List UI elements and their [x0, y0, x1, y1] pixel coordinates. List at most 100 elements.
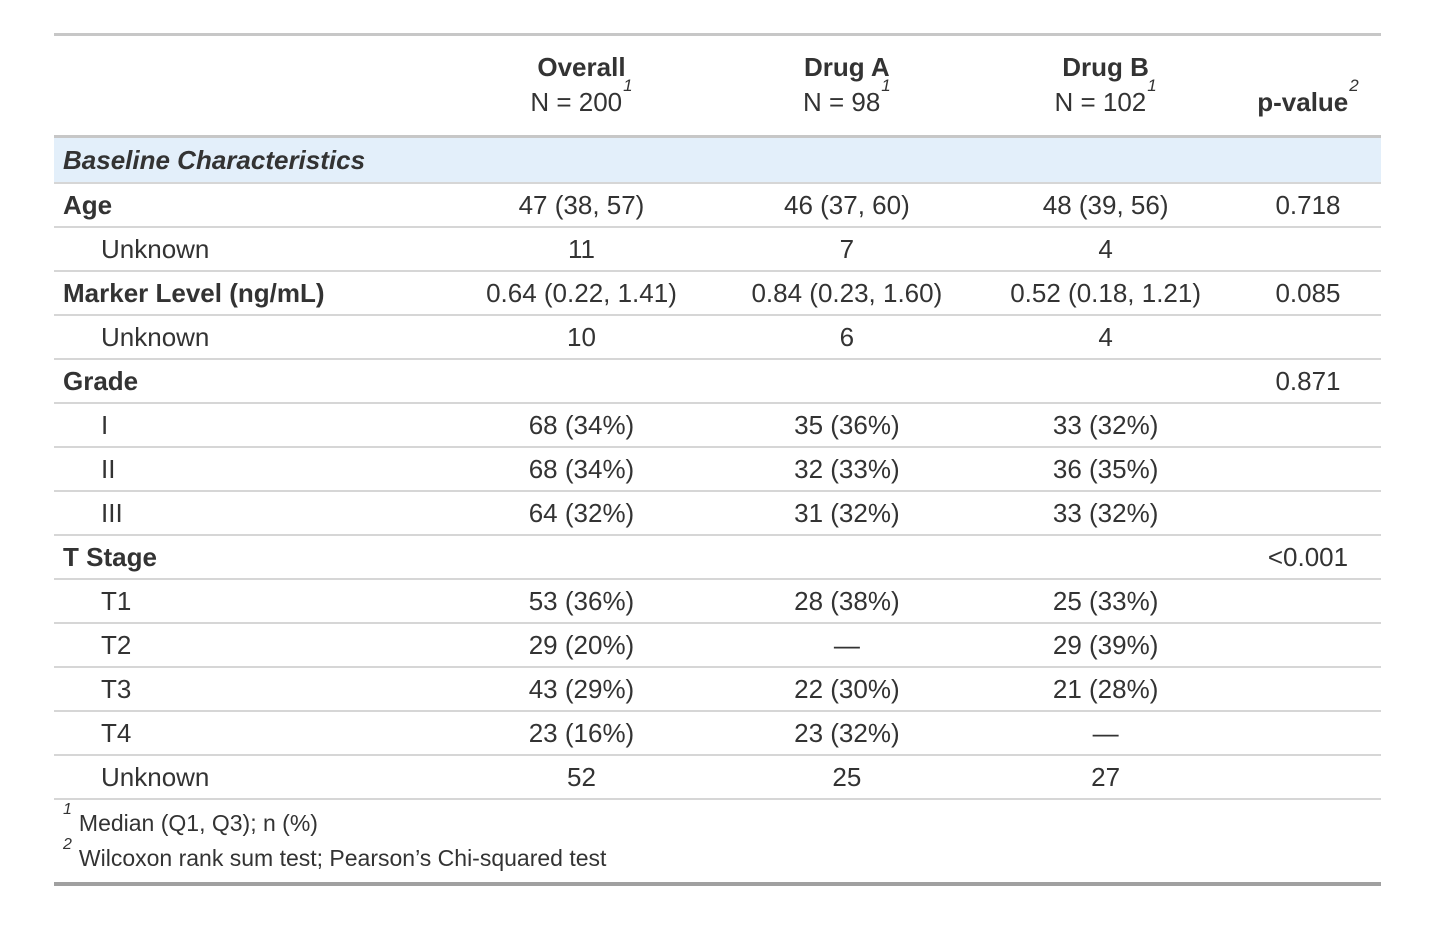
table-row: T2 29 (20%) — 29 (39%): [54, 623, 1381, 668]
cell-drug-a: 6: [717, 315, 977, 360]
p-value-text: p-value: [1257, 87, 1349, 117]
cell-pvalue: [1234, 711, 1381, 756]
cell-overall: 10: [445, 315, 718, 360]
table-row: II 68 (34%) 32 (33%) 36 (35%): [54, 447, 1381, 492]
header-drug-b: Drug B N = 1021: [976, 34, 1235, 138]
cell-drug-b: 33 (32%): [976, 403, 1235, 448]
cell-pvalue: [1234, 227, 1381, 272]
cell-drug-a: [717, 359, 977, 404]
column-title-drug-b: Drug B: [1062, 52, 1149, 82]
cell-drug-a: 32 (33%): [717, 447, 977, 492]
cell-overall: 47 (38, 57): [445, 183, 718, 228]
cell-overall: 23 (16%): [445, 711, 718, 756]
footnote-2: 2 Wilcoxon rank sum test; Pearson’s Chi-s…: [54, 837, 1381, 884]
header-label-cell: [54, 34, 446, 138]
table-row: III 64 (32%) 31 (32%) 33 (32%): [54, 491, 1381, 536]
cell-overall: 0.64 (0.22, 1.41): [445, 271, 718, 316]
footnote-mark: 2: [1349, 76, 1359, 96]
cell-drug-a: —: [717, 623, 977, 668]
header-drug-a: Drug A N = 981: [717, 34, 977, 138]
column-n-drug-a: N = 981: [721, 77, 972, 120]
cell-drug-b: 0.52 (0.18, 1.21): [976, 271, 1235, 316]
n-text: N = 98: [802, 87, 881, 117]
table-row: T3 43 (29%) 22 (30%) 21 (28%): [54, 667, 1381, 712]
cell-drug-b: 4: [976, 227, 1235, 272]
cell-drug-a: 0.84 (0.23, 1.60): [717, 271, 977, 316]
row-label: Age: [54, 183, 446, 228]
row-label: Grade: [54, 359, 446, 404]
column-n-overall: N = 2001: [449, 77, 713, 120]
cell-pvalue: 0.718: [1234, 183, 1381, 228]
table-row: T Stage <0.001: [54, 535, 1381, 580]
cell-drug-b: [976, 359, 1235, 404]
column-title-overall: Overall: [537, 52, 626, 82]
cell-drug-b: 27: [976, 755, 1235, 800]
column-title-drug-a: Drug A: [804, 52, 890, 82]
footnote-row-2: 2 Wilcoxon rank sum test; Pearson’s Chi-s…: [54, 837, 1381, 884]
cell-overall: 11: [445, 227, 718, 272]
summary-table-container: Overall N = 2001 Drug A N = 981 Drug B N…: [54, 33, 1381, 886]
cell-overall: 68 (34%): [445, 403, 718, 448]
table-row: Unknown 11 7 4: [54, 227, 1381, 272]
cell-drug-b: 21 (28%): [976, 667, 1235, 712]
header-row: Overall N = 2001 Drug A N = 981 Drug B N…: [54, 34, 1381, 138]
column-n-drug-b: N = 1021: [980, 77, 1231, 120]
cell-drug-b: 48 (39, 56): [976, 183, 1235, 228]
cell-pvalue: [1234, 755, 1381, 800]
group-header-row: Baseline Characteristics: [54, 136, 1381, 184]
row-label: III: [54, 491, 446, 536]
cell-drug-a: 31 (32%): [717, 491, 977, 536]
cell-pvalue: [1234, 579, 1381, 624]
cell-overall: [445, 359, 718, 404]
cell-drug-b: —: [976, 711, 1235, 756]
cell-drug-a: 23 (32%): [717, 711, 977, 756]
footnote-text: Median (Q1, Q3); n (%): [78, 810, 318, 836]
cell-drug-b: 33 (32%): [976, 491, 1235, 536]
row-label: II: [54, 447, 446, 492]
footnote-mark: 1: [881, 76, 891, 96]
table-row: Grade 0.871: [54, 359, 1381, 404]
row-label: Unknown: [54, 315, 446, 360]
cell-drug-b: [976, 535, 1235, 580]
cell-drug-b: 36 (35%): [976, 447, 1235, 492]
row-label: Unknown: [54, 227, 446, 272]
table-footnotes: 1 Median (Q1, Q3); n (%) 2 Wilcoxon rank s…: [54, 799, 1381, 884]
cell-drug-a: 25: [717, 755, 977, 800]
row-label: Unknown: [54, 755, 446, 800]
row-label: I: [54, 403, 446, 448]
cell-drug-a: 46 (37, 60): [717, 183, 977, 228]
table-row: Marker Level (ng/mL) 0.64 (0.22, 1.41) 0…: [54, 271, 1381, 316]
cell-pvalue: <0.001: [1234, 535, 1381, 580]
header-overall: Overall N = 2001: [445, 34, 718, 138]
row-label: Marker Level (ng/mL): [54, 271, 446, 316]
footnote-mark: 1: [623, 76, 633, 96]
cell-pvalue: 0.871: [1234, 359, 1381, 404]
row-label: T2: [54, 623, 446, 668]
table-body: Baseline Characteristics Age 47 (38, 57)…: [54, 136, 1381, 800]
n-text: N = 102: [1054, 87, 1147, 117]
cell-drug-a: 22 (30%): [717, 667, 977, 712]
cell-pvalue: [1234, 491, 1381, 536]
cell-drug-b: 4: [976, 315, 1235, 360]
cell-pvalue: [1234, 667, 1381, 712]
table-row: Age 47 (38, 57) 46 (37, 60) 48 (39, 56) …: [54, 183, 1381, 228]
cell-overall: [445, 535, 718, 580]
cell-drug-a: [717, 535, 977, 580]
footnote-1: 1 Median (Q1, Q3); n (%): [54, 799, 1381, 841]
n-text: N = 200: [530, 87, 623, 117]
cell-pvalue: [1234, 403, 1381, 448]
cell-overall: 53 (36%): [445, 579, 718, 624]
cell-pvalue: [1234, 315, 1381, 360]
cell-overall: 43 (29%): [445, 667, 718, 712]
column-title-pvalue: p-value2: [1239, 77, 1377, 118]
row-label: T1: [54, 579, 446, 624]
baseline-characteristics-table: Overall N = 2001 Drug A N = 981 Drug B N…: [54, 33, 1381, 886]
table-row: T4 23 (16%) 23 (32%) —: [54, 711, 1381, 756]
cell-pvalue: [1234, 623, 1381, 668]
header-pvalue: p-value2: [1234, 34, 1381, 138]
footnote-mark: 1: [1147, 76, 1157, 96]
footnote-mark: 1: [63, 801, 72, 819]
table-header: Overall N = 2001 Drug A N = 981 Drug B N…: [54, 34, 1381, 138]
cell-overall: 52: [445, 755, 718, 800]
cell-drug-b: 25 (33%): [976, 579, 1235, 624]
